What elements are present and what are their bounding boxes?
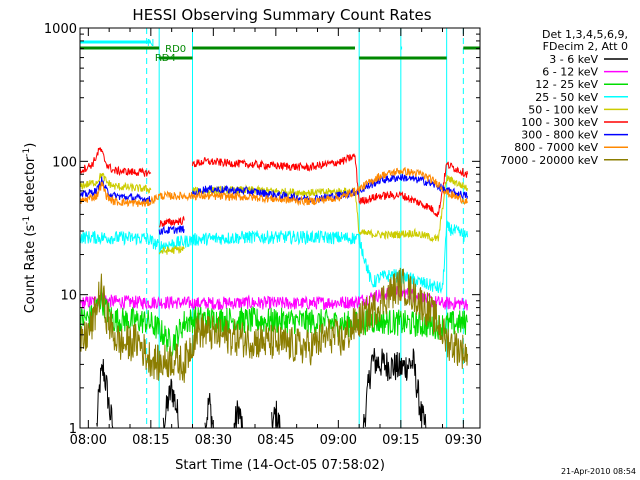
x-tick-label-2: 08:30: [195, 433, 232, 448]
attenuator-label-2: RD0: [165, 44, 186, 55]
series-line-4-seg-2: [192, 175, 468, 243]
y-tick-label-3: 1000: [44, 22, 77, 37]
y-tick-label-2: 100: [52, 155, 77, 170]
x-tick-label-1: 08:15: [132, 433, 169, 448]
x-axis: 08:00 08:15 08:30 08:45 09:00 09:15 09:30: [70, 28, 482, 448]
series-line-4-seg-0: [79, 172, 152, 194]
series-line-0-seg-0: [96, 358, 114, 429]
series-lines: [79, 147, 468, 429]
series-line-5-seg-0: [79, 147, 152, 177]
legend-entry-0: 3 - 6 keV: [549, 53, 598, 66]
series-line-5-seg-2: [192, 153, 468, 218]
plot-frame: [79, 27, 481, 429]
series-line-4-seg-1: [158, 245, 185, 255]
series-line-0-seg-1: [162, 378, 180, 429]
series-line-7-seg-0: [79, 166, 468, 208]
series-line-6-seg-1: [158, 225, 185, 236]
series-line-0-seg-3: [233, 400, 243, 429]
series-line-6-seg-0: [79, 176, 152, 205]
legend-header-0: Det 1,3,4,5,6,9,: [542, 28, 628, 41]
series-line-5-seg-1: [159, 215, 185, 228]
y-tick-label-0: 1: [69, 422, 77, 437]
series-line-8-seg-0: [79, 267, 468, 383]
legend-header-1: FDecim 2, Att 0: [543, 40, 628, 53]
attenuator-label-3: RD4: [155, 53, 176, 64]
series-line-1-seg-0: [79, 284, 468, 311]
legend-entry-6: 300 - 800 keV: [521, 129, 598, 142]
series-line-0-seg-2: [204, 392, 214, 429]
series-line-6-seg-2: [192, 173, 468, 205]
y-axis-label: Count Rate (s-1 detector-1): [22, 143, 38, 314]
chart-title: HESSI Observing Summary Count Rates: [132, 6, 431, 24]
legend-entry-8: 7000 - 20000 keV: [500, 154, 598, 167]
x-tick-label-0: 08:00: [70, 433, 107, 448]
legend-entry-3: 25 - 50 keV: [535, 91, 598, 104]
x-tick-label-4: 09:00: [320, 433, 357, 448]
series-line-0-seg-5: [362, 347, 427, 429]
x-tick-label-5: 09:15: [382, 433, 419, 448]
legend-entry-1: 6 - 12 keV: [542, 66, 598, 79]
legend-entry-5: 100 - 300 keV: [521, 116, 598, 129]
x-tick-label-3: 08:45: [257, 433, 294, 448]
y-axis: 1 10 100 1000: [44, 22, 480, 437]
legend-entry-4: 50 - 100 keV: [528, 103, 598, 116]
legend-entry-2: 12 - 25 keV: [535, 78, 598, 91]
legend: Det 1,3,4,5,6,9,FDecim 2, Att 03 - 6 keV…: [500, 28, 628, 167]
timestamp-footer: 21-Apr-2010 08:54: [561, 467, 636, 476]
y-tick-label-1: 10: [60, 289, 77, 304]
x-axis-label: Start Time (14-Oct-05 07:58:02): [175, 458, 385, 473]
x-tick-label-6: 09:30: [445, 433, 482, 448]
attenuator-label-0: N: [147, 38, 154, 49]
legend-entry-7: 800 - 7000 keV: [514, 141, 598, 154]
